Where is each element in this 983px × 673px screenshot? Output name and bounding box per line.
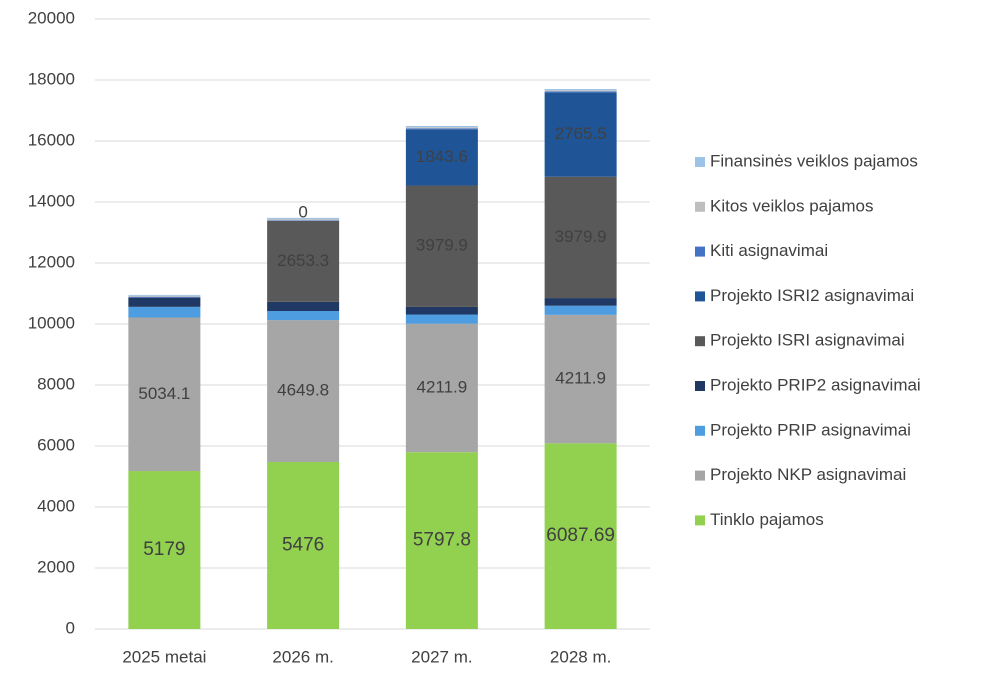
bar-segment bbox=[128, 306, 201, 318]
y-tick-label: 16000 bbox=[28, 130, 75, 149]
data-label: 2765.5 bbox=[555, 124, 607, 143]
x-tick-label: 2025 metai bbox=[122, 647, 206, 666]
bar-segment bbox=[544, 314, 617, 444]
legend-label: Projekto ISRI2 asignavimai bbox=[710, 286, 914, 305]
data-label: 4211.9 bbox=[555, 369, 606, 388]
legend-swatch bbox=[695, 336, 705, 347]
data-label: 6087.69 bbox=[546, 525, 615, 546]
legend-swatch bbox=[695, 291, 705, 302]
legend-swatch bbox=[695, 470, 705, 481]
x-tick-label: 2028 m. bbox=[550, 647, 611, 666]
bar-segment bbox=[267, 217, 340, 220]
data-label: 5179 bbox=[143, 539, 185, 560]
bar-segment bbox=[544, 91, 617, 93]
bar-segment bbox=[405, 127, 478, 129]
y-tick-label: 10000 bbox=[28, 313, 75, 332]
data-label: 5034.1 bbox=[138, 384, 190, 403]
bar-segment bbox=[405, 129, 478, 186]
x-tick-label: 2026 m. bbox=[272, 647, 333, 666]
bar-segment bbox=[267, 461, 340, 629]
bar-segment bbox=[128, 294, 201, 296]
data-label: 1843.6 bbox=[416, 147, 468, 166]
bar-segment bbox=[267, 320, 340, 462]
y-tick-label: 6000 bbox=[37, 435, 75, 454]
bar-segment bbox=[544, 88, 617, 91]
legend-label: Tinklo pajamos bbox=[710, 510, 824, 529]
y-tick-label: 14000 bbox=[28, 191, 75, 210]
data-label: 3979.9 bbox=[416, 236, 468, 255]
bar-segment bbox=[128, 471, 201, 629]
data-label: 5476 bbox=[282, 535, 324, 556]
bar-segment bbox=[267, 220, 340, 221]
data-label: 3979.9 bbox=[555, 227, 607, 246]
bar-segment bbox=[128, 296, 201, 298]
bar-segment bbox=[267, 220, 340, 302]
y-tick-label: 12000 bbox=[28, 252, 75, 271]
data-label: 5797.8 bbox=[413, 530, 471, 551]
legend-swatch bbox=[695, 425, 705, 436]
legend-swatch bbox=[695, 246, 705, 257]
x-tick-label: 2027 m. bbox=[411, 647, 472, 666]
bar-segment bbox=[128, 295, 201, 297]
legend-swatch bbox=[695, 157, 705, 167]
bar-segment bbox=[544, 176, 617, 299]
bar-segment bbox=[405, 306, 478, 315]
bar-segment bbox=[544, 443, 617, 629]
bar-segment bbox=[405, 452, 478, 629]
legend-label: Projekto NKP asignavimai bbox=[710, 465, 906, 484]
bar-segment bbox=[128, 297, 201, 307]
bar-segment bbox=[544, 92, 617, 177]
bar-segment bbox=[267, 219, 340, 221]
legend-label: Kiti asignavimai bbox=[710, 241, 828, 260]
legend-swatch bbox=[695, 515, 705, 526]
y-tick-label: 2000 bbox=[37, 557, 75, 576]
bar-segment bbox=[405, 128, 478, 130]
legend-label: Finansinės veiklos pajamos bbox=[710, 151, 918, 170]
legend-label: Projekto PRIP2 asignavimai bbox=[710, 375, 921, 394]
data-label: 4649.8 bbox=[277, 381, 329, 400]
data-label: 4211.9 bbox=[417, 377, 468, 396]
data-label: 0 bbox=[298, 202, 307, 221]
bar-segment bbox=[267, 311, 340, 321]
bar-segment bbox=[267, 301, 340, 312]
y-tick-label: 20000 bbox=[28, 8, 75, 27]
bar-segment bbox=[544, 90, 617, 92]
y-tick-label: 0 bbox=[66, 618, 75, 637]
bar-segment bbox=[544, 298, 617, 306]
y-tick-label: 4000 bbox=[37, 496, 75, 515]
bar-segment bbox=[128, 317, 201, 472]
bar-segment bbox=[405, 314, 478, 324]
data-label: 2653.3 bbox=[277, 251, 329, 270]
legend-label: Projekto PRIP asignavimai bbox=[710, 420, 911, 439]
legend-swatch bbox=[695, 201, 705, 212]
legend-swatch bbox=[695, 381, 705, 391]
bar-segment bbox=[405, 125, 478, 128]
y-tick-label: 8000 bbox=[37, 374, 75, 393]
bar-segment bbox=[405, 185, 478, 307]
y-tick-label: 18000 bbox=[28, 69, 75, 88]
legend-label: Projekto ISRI asignavimai bbox=[710, 331, 905, 350]
legend-label: Kitos veiklos pajamos bbox=[710, 196, 873, 215]
bar-segment bbox=[544, 305, 617, 315]
bar-segment bbox=[405, 323, 478, 453]
